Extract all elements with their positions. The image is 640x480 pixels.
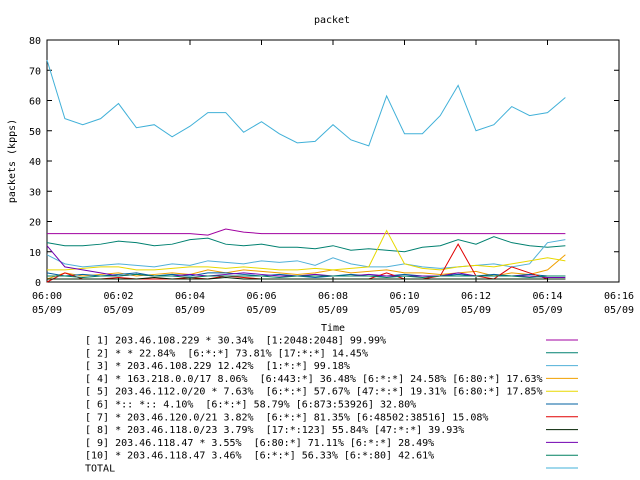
- chart-title: packet: [314, 15, 350, 26]
- series-line: [47, 228, 566, 236]
- series-line: [47, 276, 566, 280]
- x-tick-label-line: 06:10: [389, 291, 419, 302]
- x-tick-label-line: 05/09: [604, 305, 634, 316]
- y-tick-label: 20: [29, 218, 41, 229]
- legend-label: [ 3] * 203.46.108.229 12.42% [1:*:*] 99.…: [85, 361, 350, 372]
- y-axis-label: packets (kpps): [7, 119, 18, 203]
- series-line: [46, 59, 566, 147]
- legend-label: [ 9] 203.46.118.47 * 3.55% [6:80:*] 71.1…: [85, 438, 434, 449]
- y-tick-label: 40: [29, 157, 41, 168]
- y-tick-label: 10: [29, 248, 41, 259]
- x-tick-label: 06:14 05/09: [532, 291, 562, 316]
- x-tick-label-line: 05/09: [175, 305, 205, 316]
- series-line: [46, 254, 566, 280]
- y-tick-label: 50: [29, 127, 41, 138]
- x-axis-label: Time: [321, 323, 345, 334]
- legend-label: [ 6] *:: *:: 4.10% [6:*:*] 58.79% [6:873…: [85, 400, 416, 411]
- x-tick-label: 06:12 05/09: [461, 291, 491, 316]
- series-line: [46, 239, 566, 269]
- x-tick-label-line: 05/09: [246, 305, 276, 316]
- legend-label: [ 8] * 203.46.118.0/23 3.79% [17:*:123] …: [85, 425, 464, 436]
- legend-label: [ 1] 203.46.108.229 * 30.34% [1:2048:204…: [85, 336, 386, 347]
- series-line: [47, 273, 566, 278]
- x-tick-label-line: 05/09: [532, 305, 562, 316]
- legend-label: [ 7] * 203.46.120.0/21 3.82% [6:*:*] 81.…: [85, 412, 488, 423]
- y-tick-label: 0: [35, 278, 41, 289]
- x-tick-label-line: 06:12: [461, 291, 491, 302]
- x-tick-label-line: 05/09: [32, 305, 62, 316]
- x-tick-label-line: 05/09: [461, 305, 491, 316]
- x-tick-label-line: 06:00: [32, 291, 62, 302]
- x-tick-label-line: 05/09: [389, 305, 419, 316]
- legend-label: [ 5] 203.46.112.0/20 * 7.63% [6:*:*] 57.…: [85, 387, 543, 398]
- x-tick-label-line: 06:02: [103, 291, 133, 302]
- x-tick-label: 06:00 05/09: [32, 291, 62, 316]
- legend-label: TOTAL: [85, 464, 115, 475]
- legend-label: [ 2] * * 22.84% [6:*:*] 73.81% [17:*:*] …: [85, 348, 368, 359]
- x-tick-label-line: 05/09: [103, 305, 133, 316]
- y-tick-label: 60: [29, 97, 41, 108]
- x-tick-label: 06:02 05/09: [103, 291, 133, 316]
- x-tick-label: 06:10 05/09: [389, 291, 419, 316]
- legend-label: [ 4] * 163.218.0.0/17 8.06% [6:443:*] 36…: [85, 374, 543, 385]
- y-tick-label: 80: [29, 36, 41, 47]
- x-tick-label-line: 05/09: [318, 305, 348, 316]
- legend-label: [10] * 203.46.118.47 3.46% [6:*:*] 56.33…: [85, 451, 434, 462]
- x-tick-label-line: 06:16: [604, 291, 634, 302]
- x-tick-label-line: 06:14: [532, 291, 562, 302]
- x-tick-label: 06:16 05/09: [604, 291, 634, 316]
- y-tick-label: 30: [29, 187, 41, 198]
- x-tick-label: 06:08 05/09: [318, 291, 348, 316]
- x-tick-label-line: 06:08: [318, 291, 348, 302]
- y-tick-label: 70: [29, 66, 41, 77]
- series-line: [47, 229, 566, 271]
- x-tick-label-line: 06:04: [175, 291, 205, 302]
- series-line: [46, 236, 566, 253]
- x-tick-label-line: 06:06: [246, 291, 276, 302]
- x-tick-label: 06:06 05/09: [246, 291, 276, 316]
- x-tick-label: 06:04 05/09: [175, 291, 205, 316]
